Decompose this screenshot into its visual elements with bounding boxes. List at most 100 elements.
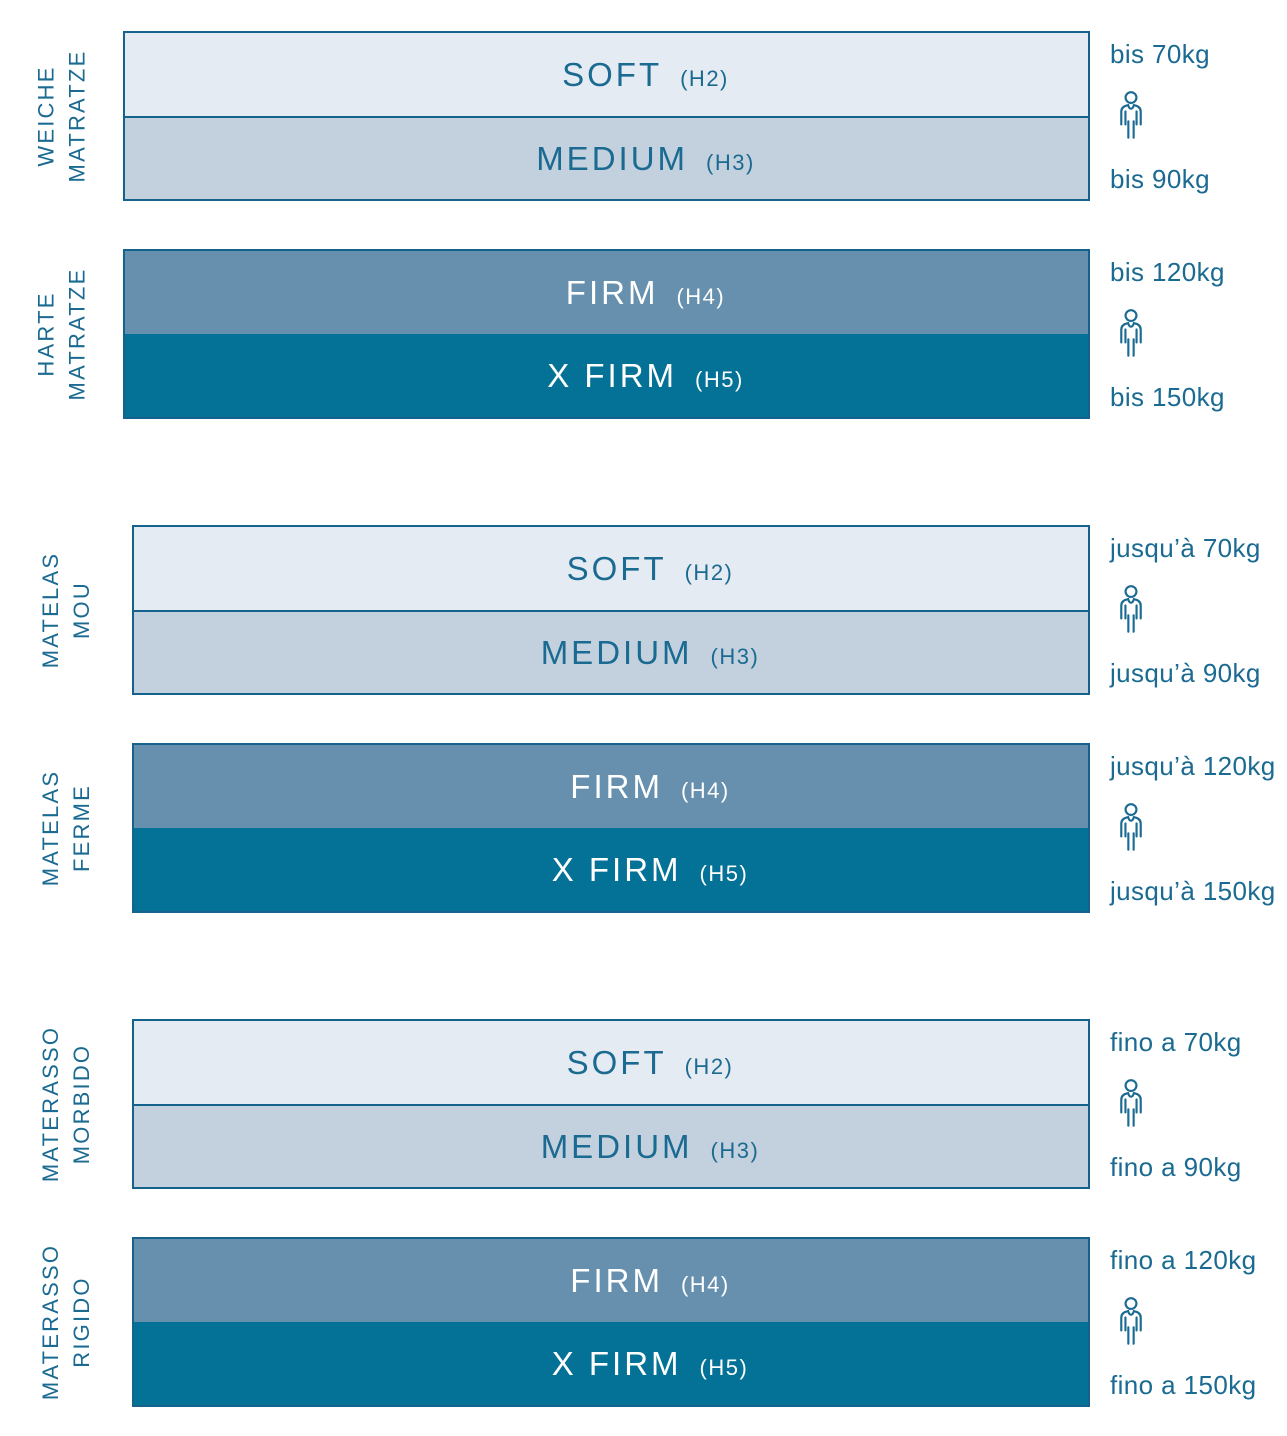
side-label-line: MATERASSO <box>38 1025 63 1183</box>
bar-name: SOFT <box>562 55 663 93</box>
side-label-text: WEICHE MATRATZE <box>31 50 93 183</box>
firmness-bar-block: SOFT (H2) MEDIUM (H3) <box>132 1019 1090 1189</box>
weight-column: bis 120kg bis 150kg <box>1090 249 1287 419</box>
bar-name: FIRM <box>565 273 659 311</box>
firmness-bar-block: SOFT (H2) MEDIUM (H3) <box>123 31 1090 201</box>
bar-label: SOFT (H2) <box>567 1044 734 1082</box>
firmness-bar-block: SOFT (H2) MEDIUM (H3) <box>132 525 1090 695</box>
weight-column: jusqu’à 70kg jusqu’à 90kg <box>1090 525 1287 695</box>
firmness-bar-block: FIRM (H4) X FIRM (H5) <box>123 249 1090 419</box>
bar-label: SOFT (H2) <box>562 56 729 94</box>
mattress-group: MATERASSO MORBIDO SOFT (H2) MEDIUM (H3) … <box>0 1019 1287 1189</box>
bar-label: MEDIUM (H3) <box>541 1128 760 1166</box>
bar-name: MEDIUM <box>540 633 693 671</box>
bar-soft-h2: SOFT (H2) <box>134 527 1088 610</box>
group-side-label: HARTE MATRATZE <box>0 249 123 419</box>
mattress-group: HARTE MATRATZE FIRM (H4) X FIRM (H5) bis… <box>0 249 1287 419</box>
bar-xfirm-h5: X FIRM (H5) <box>134 1322 1088 1405</box>
firmness-bar-block: FIRM (H4) X FIRM (H5) <box>132 743 1090 913</box>
group-side-label: MATELAS MOU <box>0 525 132 695</box>
weight-label-bottom: bis 90kg <box>1110 164 1211 194</box>
bar-firm-h4: FIRM (H4) <box>125 251 1088 334</box>
bar-firm-h4: FIRM (H4) <box>134 1239 1088 1322</box>
bar-grade: (H4) <box>680 1271 730 1297</box>
bar-soft-h2: SOFT (H2) <box>125 33 1088 116</box>
bar-medium-h3: MEDIUM (H3) <box>134 610 1088 693</box>
bar-name: SOFT <box>566 549 667 587</box>
bar-xfirm-h5: X FIRM (H5) <box>125 334 1088 417</box>
bar-firm-h4: FIRM (H4) <box>134 745 1088 828</box>
weight-label-bottom: bis 150kg <box>1110 382 1225 412</box>
bar-grade: (H3) <box>710 643 760 669</box>
firmness-section: MATERASSO MORBIDO SOFT (H2) MEDIUM (H3) … <box>0 1019 1287 1407</box>
person-icon <box>1120 1078 1142 1127</box>
weight-label-top: fino a 120kg <box>1110 1245 1257 1275</box>
weight-label-bottom: fino a 90kg <box>1110 1152 1242 1182</box>
side-label-line: FERME <box>69 784 94 872</box>
bar-grade: (H3) <box>706 149 755 175</box>
bar-name: X FIRM <box>551 1344 682 1382</box>
bar-grade: (H3) <box>710 1137 760 1163</box>
side-label-line: MATELAS <box>38 551 63 669</box>
weight-label-top: bis 70kg <box>1110 39 1211 69</box>
bar-grade: (H2) <box>680 65 729 91</box>
bar-grade: (H2) <box>684 559 734 585</box>
bar-name: SOFT <box>566 1043 667 1081</box>
bar-name: X FIRM <box>551 850 682 888</box>
side-label-line: HARTE <box>33 291 59 377</box>
bar-medium-h3: MEDIUM (H3) <box>134 1104 1088 1187</box>
side-label-text: HARTE MATRATZE <box>31 268 93 401</box>
side-label-line: MATRATZE <box>64 49 90 183</box>
side-label-text: MATELAS MOU <box>35 552 97 668</box>
bar-grade: (H2) <box>684 1053 734 1079</box>
bar-name: FIRM <box>570 1261 663 1299</box>
mattress-group: MATELAS FERME FIRM (H4) X FIRM (H5) jusq… <box>0 743 1287 913</box>
side-label-line: WEICHE <box>33 65 59 167</box>
weight-column: bis 70kg bis 90kg <box>1090 31 1287 201</box>
weight-label-bottom: jusqu’à 150kg <box>1110 876 1276 906</box>
weight-label-top: jusqu’à 120kg <box>1110 751 1276 781</box>
weight-label-bottom: fino a 150kg <box>1110 1370 1257 1400</box>
person-icon <box>1120 1296 1142 1345</box>
weight-label-top: jusqu’à 70kg <box>1110 533 1261 563</box>
group-side-label: WEICHE MATRATZE <box>0 31 123 201</box>
group-side-label: MATELAS FERME <box>0 743 132 913</box>
person-icon <box>1120 802 1142 851</box>
bar-grade: (H5) <box>695 366 744 392</box>
person-icon <box>1120 90 1142 139</box>
group-side-label: MATERASSO MORBIDO <box>0 1019 132 1189</box>
weight-label-top: bis 120kg <box>1110 257 1225 287</box>
weight-column: fino a 70kg fino a 90kg <box>1090 1019 1287 1189</box>
bar-label: FIRM (H4) <box>570 1262 729 1300</box>
person-icon <box>1120 308 1142 357</box>
weight-label-bottom: jusqu’à 90kg <box>1110 658 1261 688</box>
person-icon <box>1120 584 1142 633</box>
weight-label-top: fino a 70kg <box>1110 1027 1242 1057</box>
mattress-group: MATERASSO RIGIDO FIRM (H4) X FIRM (H5) f… <box>0 1237 1287 1407</box>
bar-xfirm-h5: X FIRM (H5) <box>134 828 1088 911</box>
side-label-line: MATERASSO <box>38 1243 63 1401</box>
group-side-label: MATERASSO RIGIDO <box>0 1237 132 1407</box>
side-label-line: MATRATZE <box>64 267 90 401</box>
weight-column: fino a 120kg fino a 150kg <box>1090 1237 1287 1407</box>
bar-name: MEDIUM <box>540 1127 693 1165</box>
bar-label: X FIRM (H5) <box>547 357 744 395</box>
bar-name: FIRM <box>570 767 663 805</box>
bar-soft-h2: SOFT (H2) <box>134 1021 1088 1104</box>
bar-medium-h3: MEDIUM (H3) <box>125 116 1088 199</box>
bar-label: X FIRM (H5) <box>552 1345 749 1383</box>
bar-grade: (H5) <box>699 860 749 886</box>
side-label-text: MATELAS FERME <box>35 770 97 886</box>
bar-name: X FIRM <box>547 356 678 394</box>
bar-label: MEDIUM (H3) <box>541 634 760 672</box>
side-label-text: MATERASSO RIGIDO <box>35 1244 97 1400</box>
bar-label: FIRM (H4) <box>566 274 725 312</box>
mattress-group: MATELAS MOU SOFT (H2) MEDIUM (H3) jusqu’… <box>0 525 1287 695</box>
bar-name: MEDIUM <box>536 139 689 177</box>
bar-label: FIRM (H4) <box>570 768 729 806</box>
bar-label: X FIRM (H5) <box>552 851 749 889</box>
side-label-line: RIGIDO <box>69 1276 94 1368</box>
firmness-section: WEICHE MATRATZE SOFT (H2) MEDIUM (H3) bi… <box>0 31 1287 419</box>
side-label-line: MORBIDO <box>69 1043 94 1165</box>
weight-column: jusqu’à 120kg jusqu’à 150kg <box>1090 743 1287 913</box>
